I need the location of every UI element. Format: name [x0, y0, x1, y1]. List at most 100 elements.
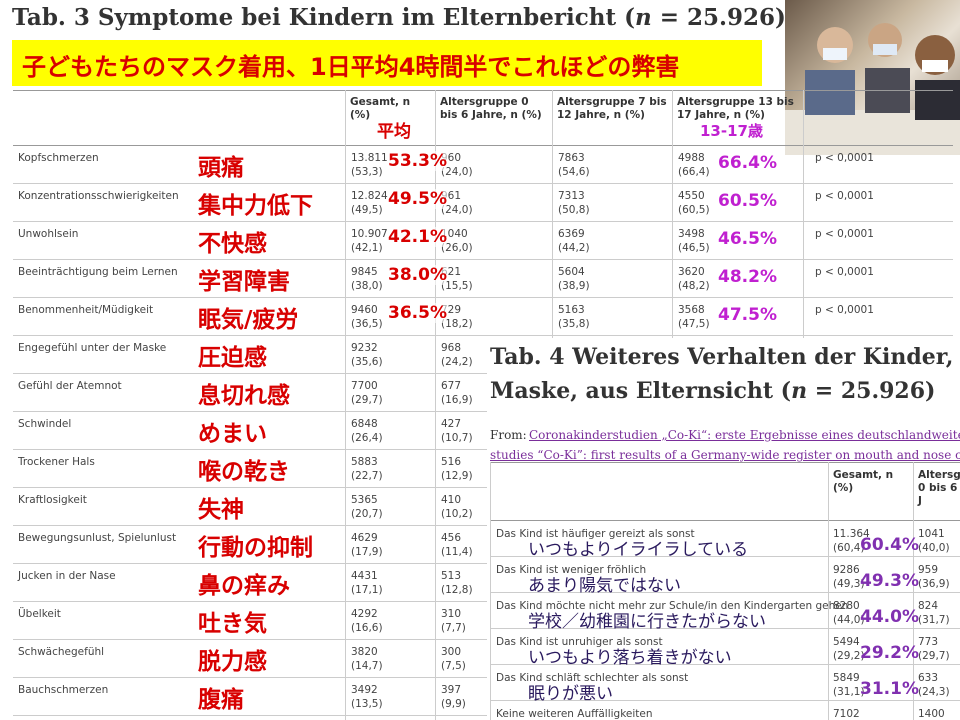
cell: (24,3): [918, 686, 950, 698]
cell: 7102: [833, 708, 860, 720]
cell: (31,1): [833, 686, 865, 698]
annotation: 喉の乾き: [198, 459, 290, 485]
cell: 6848: [351, 418, 378, 430]
table-4-title: Tab. 4 Weiteres Verhalten der Kinder,: [490, 344, 954, 370]
row-rule: [490, 556, 960, 557]
teen-percent: 46.5%: [718, 229, 777, 249]
cell: (44,2): [558, 242, 590, 254]
avg-percent: 36.5%: [388, 303, 447, 323]
cell: 300: [441, 646, 462, 658]
title-n: n: [635, 4, 652, 31]
cell: (36,9): [918, 578, 950, 590]
teen-percent: 47.5%: [718, 305, 777, 325]
teen-percent: 66.4%: [718, 153, 777, 173]
row-rule: [13, 449, 953, 450]
column-rule: [345, 90, 346, 720]
avg-percent: 38.0%: [388, 265, 447, 285]
cell: (12,9): [441, 470, 473, 482]
cell: (53,3): [351, 166, 383, 178]
annotation: 脱力感: [198, 649, 267, 675]
avg-percent: 53.3%: [388, 151, 447, 171]
row-label: Bewegungsunlust, Spielunlust: [18, 532, 177, 544]
cell: (31,7): [918, 614, 950, 626]
cell: 959: [918, 564, 939, 576]
cell: (35,6): [351, 356, 383, 368]
rule: [490, 462, 960, 463]
annotation: 圧迫感: [198, 345, 267, 371]
source-link: studies “Co-Ki”: first results of a Germ…: [490, 448, 960, 462]
cell: 12.824: [351, 190, 388, 202]
row-label: Keine weiteren Auffälligkeiten: [496, 708, 653, 720]
cell: (17,1): [351, 584, 383, 596]
cell: 3498: [678, 228, 705, 240]
cell: (11,4): [441, 546, 473, 558]
cell: (18,2): [441, 318, 473, 330]
cell: (26,0): [441, 242, 473, 254]
teen-label: 13-17歳: [700, 122, 763, 140]
row-label: Das Kind ist weniger fröhlich: [496, 564, 647, 576]
row-label: Benommenheit/Müdigkeit: [18, 304, 154, 316]
row-rule: [490, 700, 960, 701]
cell: (36,5): [351, 318, 383, 330]
cell: (49,5): [351, 204, 383, 216]
row-label: Das Kind möchte nicht mehr zur Schule/in…: [496, 600, 849, 612]
cell: (24,2): [441, 356, 473, 368]
cell: 5494: [833, 636, 860, 648]
cell: 5883: [351, 456, 378, 468]
cell: (10,2): [441, 508, 473, 520]
cell: 8280: [833, 600, 860, 612]
row-rule: [490, 628, 960, 629]
annotation: 眠気/疲労: [198, 307, 299, 333]
cell: 3820: [351, 646, 378, 658]
cell: (15,5): [441, 280, 473, 292]
cell: 633: [918, 672, 939, 684]
cell: (17,9): [351, 546, 383, 558]
cell: (29,7): [351, 394, 383, 406]
cell: (22,7): [351, 470, 383, 482]
row-rule: [13, 183, 953, 184]
column-header: Gesamt, n (%): [350, 96, 411, 121]
column-header: Altersgruppe 13 bis 17 Jahre, n (%): [677, 96, 794, 121]
cell: (54,6): [558, 166, 590, 178]
cell: (16,6): [351, 622, 383, 634]
row-rule: [13, 677, 953, 678]
column-header: Gesamt, n (%): [833, 469, 894, 494]
cell: 968: [441, 342, 462, 354]
cell: 11.364: [833, 528, 870, 540]
row-rule: [13, 601, 953, 602]
photo-art: [785, 23, 960, 155]
row-rule: [13, 411, 953, 412]
annotation: 頭痛: [198, 155, 244, 181]
row-rule: [13, 563, 953, 564]
row-rule: [490, 592, 960, 593]
teen-percent: 48.2%: [718, 267, 777, 287]
cell: 10.907: [351, 228, 388, 240]
cell: 5604: [558, 266, 585, 278]
cell: (24,0): [441, 166, 473, 178]
avg-percent: 42.1%: [388, 227, 447, 247]
row-label: Konzentrationsschwierigkeiten: [18, 190, 179, 202]
cell: (40,0): [918, 542, 950, 554]
cell: (20,7): [351, 508, 383, 520]
title-text: n: [791, 378, 808, 404]
annotation: めまい: [198, 421, 267, 447]
cell: 7700: [351, 380, 378, 392]
cell: (16,9): [441, 394, 473, 406]
cell: (44,0): [833, 614, 865, 626]
row-label: Schwächegefühl: [18, 646, 105, 658]
banner-bg: [12, 40, 762, 86]
row-label: Trockener Hals: [18, 456, 95, 468]
annotation: 学校／幼稚園に行きたがらない: [528, 612, 766, 632]
cell: 7313: [558, 190, 585, 202]
title-text: Tab. 3 Symptome bei Kindern im Elternber…: [12, 4, 635, 31]
cell: (35,8): [558, 318, 590, 330]
row-rule: [13, 525, 953, 526]
cell: (38,0): [351, 280, 383, 292]
cell: 5163: [558, 304, 585, 316]
cell: (50,8): [558, 204, 590, 216]
cell: (49,3): [833, 578, 865, 590]
cell: (14,7): [351, 660, 383, 672]
cell: (9,9): [441, 698, 466, 710]
cell: (7,5): [441, 660, 466, 672]
cell: 4550: [678, 190, 705, 202]
